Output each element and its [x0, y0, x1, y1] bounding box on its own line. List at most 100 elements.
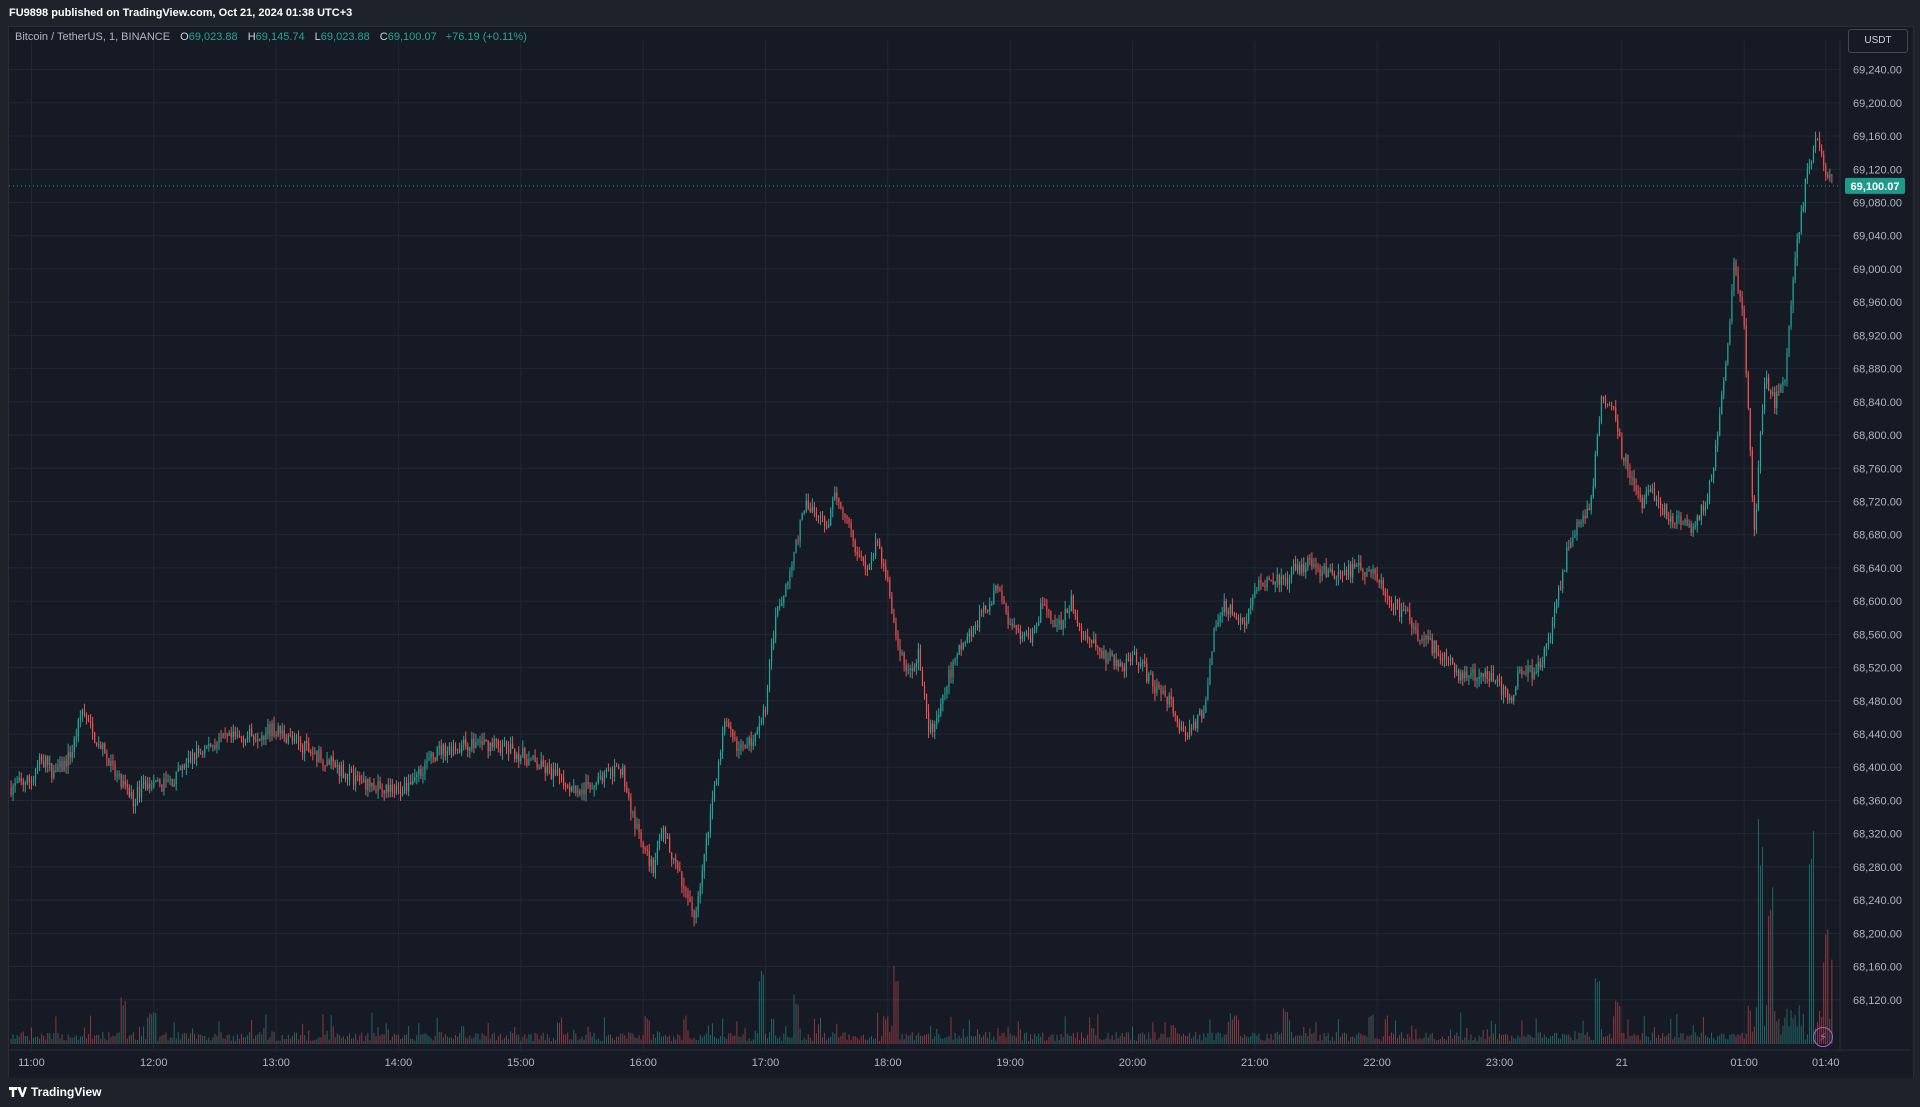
volume-bar — [171, 1037, 173, 1044]
volume-bar — [475, 1033, 477, 1044]
volume-bar — [899, 1039, 901, 1044]
price-axis-tick-label: 68,560.00 — [1853, 629, 1902, 641]
candle-body — [1188, 727, 1191, 738]
candle-body — [167, 780, 169, 782]
volume-bar — [1111, 1035, 1113, 1044]
candle-body — [1505, 686, 1507, 691]
candle-body — [1633, 477, 1635, 486]
volume-bar — [1574, 1031, 1576, 1044]
currency-selector[interactable]: USDT — [1848, 29, 1908, 53]
volume-bar — [1739, 1035, 1741, 1044]
candle-body — [1806, 169, 1808, 180]
volume-bar — [985, 1032, 987, 1044]
candle-body — [1478, 676, 1480, 680]
price-axis-tick-label: 68,120.00 — [1853, 995, 1902, 1007]
candle-body — [701, 871, 703, 887]
candle-body — [915, 662, 917, 668]
volume-bar — [836, 1023, 838, 1044]
candle-body — [1643, 498, 1645, 509]
candle-body — [63, 760, 65, 772]
volume-bar — [255, 1035, 257, 1044]
candle-body — [1125, 658, 1127, 672]
volume-bar — [189, 1033, 191, 1044]
volume-bar — [1625, 1038, 1627, 1044]
candle-body — [1543, 648, 1545, 666]
volume-bar — [1252, 1032, 1254, 1044]
volume-bar — [716, 1038, 718, 1044]
low-key: L — [314, 31, 321, 43]
volume-bar — [1246, 1036, 1248, 1044]
volume-bar — [1040, 1036, 1042, 1044]
volume-bar — [169, 1037, 171, 1044]
volume-bar — [1323, 1033, 1325, 1044]
volume-bar — [1580, 1033, 1582, 1044]
volume-bar — [1653, 1027, 1655, 1044]
lightning-bolt-icon[interactable]: ⚡ — [1813, 1027, 1833, 1047]
volume-bar — [1007, 1027, 1009, 1044]
volume-bar — [1001, 1033, 1003, 1044]
volume-bar — [644, 1016, 646, 1044]
chart-frame[interactable] — [8, 26, 1914, 1080]
volume-bar — [618, 1036, 620, 1044]
candle-body — [1786, 353, 1788, 381]
volume-bar — [196, 1039, 198, 1044]
volume-bar — [1081, 1032, 1083, 1044]
volume-bar — [1392, 1033, 1394, 1044]
volume-bar — [1635, 1035, 1637, 1044]
candle-body — [198, 748, 200, 753]
candle-body — [793, 552, 795, 566]
candle-body — [338, 765, 340, 776]
candle-body — [644, 847, 646, 850]
volume-bar — [495, 1040, 497, 1044]
volume-bar — [442, 1037, 444, 1044]
candle-body — [1823, 154, 1825, 166]
volume-bar — [972, 1036, 974, 1044]
tradingview-brand[interactable]: TradingView — [9, 1085, 101, 1099]
candle-body — [1531, 665, 1533, 679]
volume-bar — [377, 1027, 379, 1044]
volume-bar — [1284, 1011, 1286, 1044]
volume-bar — [351, 1038, 353, 1044]
volume-bar — [1686, 1035, 1688, 1044]
candle-body — [1464, 671, 1466, 679]
candle-body — [1417, 629, 1419, 641]
candle-body — [1747, 373, 1749, 408]
volume-bar — [228, 1034, 230, 1044]
volume-bar — [314, 1039, 316, 1044]
candle-body — [1074, 610, 1076, 617]
volume-bar — [1633, 1033, 1635, 1044]
volume-bar — [1743, 1038, 1745, 1044]
symbol-label[interactable]: Bitcoin / TetherUS, 1, BINANCE — [15, 31, 171, 43]
volume-bar — [1187, 1036, 1189, 1044]
volume-bar — [591, 1036, 593, 1044]
volume-bar — [26, 1035, 28, 1044]
volume-bar — [1223, 1034, 1225, 1044]
volume-bar — [997, 1027, 999, 1044]
volume-bar — [1433, 1038, 1435, 1044]
volume-bar — [1572, 1040, 1574, 1044]
volume-bar — [565, 1034, 567, 1044]
candle-body — [340, 764, 342, 776]
candle-body — [1407, 609, 1409, 611]
volume-bar — [650, 1039, 652, 1044]
volume-bar — [114, 1035, 116, 1044]
candle-body — [122, 781, 124, 787]
candle-body — [805, 500, 807, 512]
candle-body — [65, 760, 67, 767]
candle-body — [426, 760, 428, 764]
candle-body — [83, 709, 86, 714]
ohlc-legend: Bitcoin / TetherUS, 1, BINANCE O69,023.8… — [15, 31, 527, 43]
candle-body — [983, 605, 985, 612]
candle-body — [473, 739, 475, 748]
candle-body — [383, 790, 385, 794]
candle-body — [456, 749, 459, 751]
volume-bar — [295, 1032, 297, 1044]
volume-bar — [1197, 1039, 1199, 1044]
candle-body — [828, 524, 830, 528]
candle-body — [1082, 636, 1085, 638]
volume-bar — [559, 1022, 561, 1044]
volume-bar — [75, 1035, 77, 1044]
volume-bar — [506, 1035, 508, 1044]
volume-bar — [487, 1023, 489, 1044]
